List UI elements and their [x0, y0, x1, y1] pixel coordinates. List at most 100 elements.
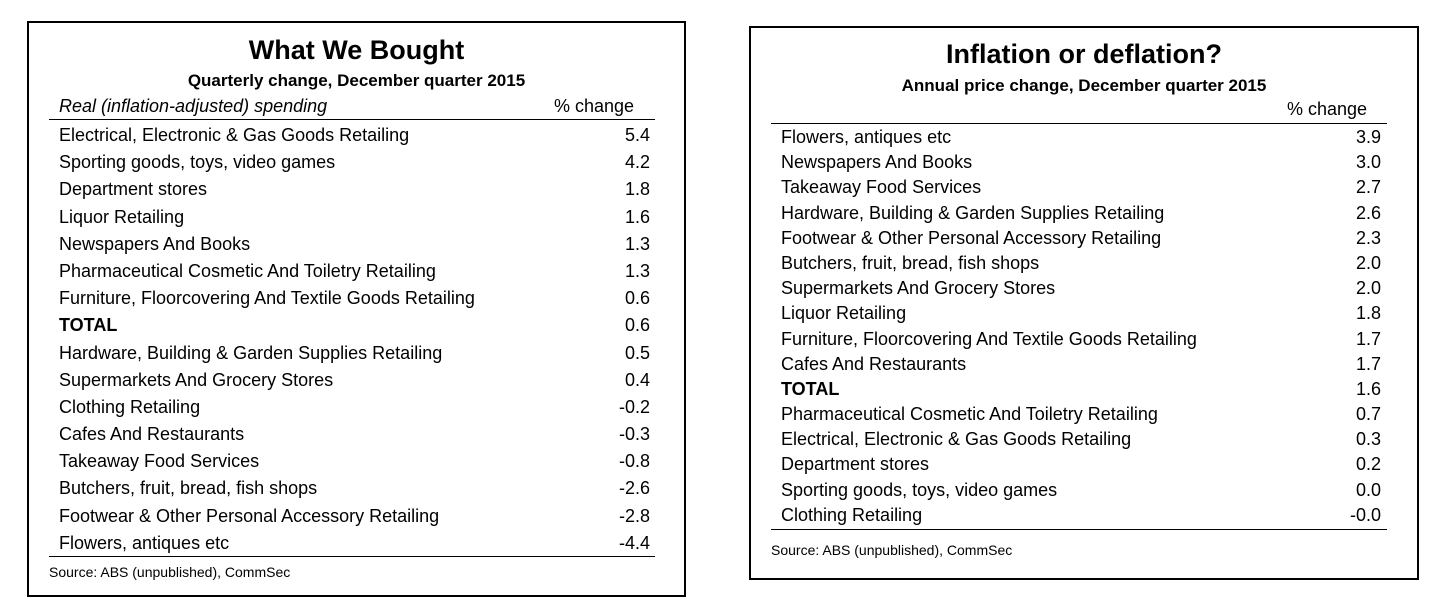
panel-title: What We Bought	[248, 35, 465, 65]
column-header-value: % change	[553, 96, 634, 116]
table-row: Liquor Retailing 1.8	[781, 301, 1381, 326]
row-value: 2.0	[1355, 278, 1381, 299]
table-row: Electrical, Electronic & Gas Goods Retai…	[781, 427, 1381, 452]
row-label: Flowers, antiques etc	[59, 532, 230, 553]
row-value: -2.6	[618, 478, 650, 499]
table-row: Clothing Retailing -0.0	[781, 503, 1381, 528]
row-label: Sporting goods, toys, video games	[781, 479, 1058, 500]
row-value: 1.6	[1355, 378, 1381, 399]
table-row: Takeaway Food Services 2.7	[781, 175, 1381, 200]
row-value: 0.5	[624, 342, 650, 363]
table-row: Footwear & Other Personal Accessory Reta…	[781, 226, 1381, 251]
table-row: Liquor Retailing 1.6	[59, 204, 650, 231]
table-row: Electrical, Electronic & Gas Goods Retai…	[59, 122, 650, 149]
table-row: Department stores 0.2	[781, 452, 1381, 477]
row-label: Department stores	[59, 179, 208, 200]
row-label: Footwear & Other Personal Accessory Reta…	[781, 227, 1162, 248]
table-row: Clothing Retailing -0.2	[59, 394, 650, 421]
row-label: Furniture, Floorcovering And Textile Goo…	[59, 288, 475, 309]
row-value: 2.6	[1355, 202, 1381, 223]
row-label: TOTAL	[781, 378, 840, 399]
source-note: Source: ABS (unpublished), CommSec	[49, 564, 291, 580]
table-row: Takeaway Food Services -0.8	[59, 448, 650, 475]
row-label: Hardware, Building & Garden Supplies Ret…	[59, 342, 443, 363]
row-label: Pharmaceutical Cosmetic And Toiletry Ret…	[59, 260, 436, 281]
column-header-label: Real (inflation-adjusted) spending	[59, 96, 328, 116]
row-label: Newspapers And Books	[781, 152, 973, 173]
footer-rule	[49, 556, 655, 557]
column-header-value: % change	[1286, 99, 1367, 119]
row-label: Cafes And Restaurants	[59, 424, 245, 445]
row-value: 3.9	[1355, 127, 1381, 147]
table-row: Cafes And Restaurants -0.3	[59, 421, 650, 448]
what-we-bought-panel: What We Bought Quarterly change, Decembe…	[27, 21, 686, 597]
row-label: Footwear & Other Personal Accessory Reta…	[59, 505, 440, 526]
table-row: Department stores 1.8	[59, 176, 650, 203]
footer-rule	[771, 529, 1387, 530]
row-value: 0.7	[1355, 404, 1381, 425]
row-label: Furniture, Floorcovering And Textile Goo…	[781, 328, 1197, 349]
row-value: 0.0	[1355, 479, 1381, 500]
row-value: 0.3	[1355, 429, 1381, 450]
row-label: Electrical, Electronic & Gas Goods Retai…	[59, 125, 410, 145]
row-value: 1.8	[1355, 303, 1381, 324]
row-value: 0.4	[624, 369, 650, 390]
panel-subtitle: Quarterly change, December quarter 2015	[187, 71, 526, 90]
row-label: TOTAL	[59, 315, 118, 336]
table-row: Butchers, fruit, bread, fish shops -2.6	[59, 475, 650, 502]
row-label: Electrical, Electronic & Gas Goods Retai…	[781, 429, 1132, 450]
table-row: Flowers, antiques etc -4.4	[59, 530, 650, 557]
table-row: Sporting goods, toys, video games 0.0	[781, 478, 1381, 503]
header-rule	[771, 123, 1387, 124]
total-row: TOTAL 0.6	[59, 312, 650, 339]
row-value: 1.6	[624, 206, 650, 227]
table-row: Footwear & Other Personal Accessory Reta…	[59, 503, 650, 530]
row-label: Department stores	[781, 454, 930, 475]
row-value: 1.7	[1355, 328, 1381, 349]
row-value: 0.6	[624, 315, 650, 336]
row-label: Liquor Retailing	[59, 206, 185, 227]
table-row: Sporting goods, toys, video games 4.2	[59, 149, 650, 176]
inflation-or-deflation-panel: Inflation or deflation? Annual price cha…	[749, 26, 1419, 580]
row-label: Clothing Retailing	[59, 396, 201, 417]
row-value: -0.8	[618, 451, 650, 472]
row-value: 1.7	[1355, 353, 1381, 374]
row-value: -0.2	[618, 396, 650, 417]
source-note: Source: ABS (unpublished), CommSec	[771, 542, 1013, 558]
row-label: Takeaway Food Services	[781, 177, 982, 198]
table-row: Supermarkets And Grocery Stores 0.4	[59, 367, 650, 394]
table-row: Cafes And Restaurants 1.7	[781, 352, 1381, 377]
row-value: 0.6	[624, 288, 650, 309]
row-value: 1.3	[624, 260, 650, 281]
row-value: 2.7	[1355, 177, 1381, 198]
row-label: Clothing Retailing	[781, 504, 923, 525]
row-value: 3.0	[1355, 152, 1381, 173]
row-label: Sporting goods, toys, video games	[59, 152, 336, 173]
table-row: Furniture, Floorcovering And Textile Goo…	[59, 285, 650, 312]
row-value: -4.4	[618, 532, 650, 553]
row-value: -0.0	[1349, 504, 1381, 525]
table-row: Hardware, Building & Garden Supplies Ret…	[781, 201, 1381, 226]
row-label: Takeaway Food Services	[59, 451, 260, 472]
table-row: Hardware, Building & Garden Supplies Ret…	[59, 340, 650, 367]
row-label: Newspapers And Books	[59, 233, 251, 254]
table-row: Supermarkets And Grocery Stores 2.0	[781, 276, 1381, 301]
table-row: Pharmaceutical Cosmetic And Toiletry Ret…	[59, 258, 650, 285]
table-body: Electrical, Electronic & Gas Goods Retai…	[59, 122, 650, 557]
row-label: Supermarkets And Grocery Stores	[781, 278, 1056, 299]
row-value: 0.2	[1355, 454, 1381, 475]
row-value: -0.3	[618, 424, 650, 445]
row-value: 5.4	[624, 125, 650, 145]
row-label: Flowers, antiques etc	[781, 127, 952, 147]
table-row: Flowers, antiques etc 3.9	[781, 125, 1381, 150]
panel-title: Inflation or deflation?	[946, 39, 1222, 69]
table-body: Flowers, antiques etc 3.9 Newspapers And B…	[781, 125, 1381, 528]
total-row: TOTAL 1.6	[781, 377, 1381, 402]
row-value: 2.3	[1355, 227, 1381, 248]
row-label: Butchers, fruit, bread, fish shops	[59, 478, 318, 499]
table-row: Furniture, Floorcovering And Textile Goo…	[781, 327, 1381, 352]
row-label: Pharmaceutical Cosmetic And Toiletry Ret…	[781, 404, 1158, 425]
header-rule	[49, 119, 655, 120]
panel-subtitle: Annual price change, December quarter 20…	[901, 76, 1267, 95]
row-label: Supermarkets And Grocery Stores	[59, 369, 334, 390]
